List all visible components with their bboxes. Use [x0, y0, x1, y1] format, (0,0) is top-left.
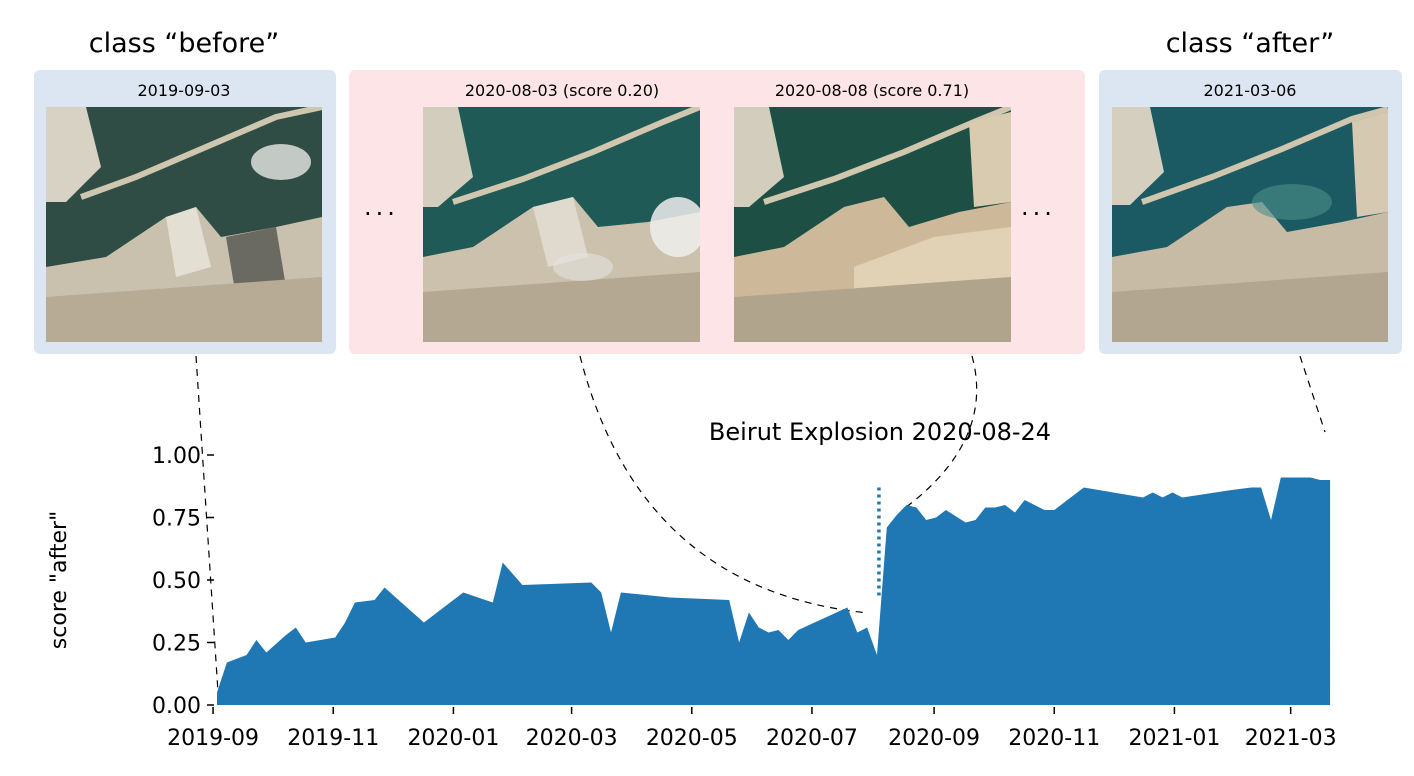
x-tick-label: 2020-09 — [888, 726, 980, 751]
thumbnail-label-after: 2021-03-06 — [1203, 81, 1297, 100]
y-tick-label: 0.50 — [152, 569, 201, 594]
explosion-annotation: Beirut Explosion 2020-08-24 — [709, 418, 1051, 446]
x-tick-label: 2021-01 — [1128, 726, 1220, 751]
connector-line-post-event — [904, 355, 978, 509]
satellite-image-after — [1112, 107, 1388, 342]
ellipsis-right: ... — [1021, 193, 1056, 221]
y-axis-title: score "after" — [47, 511, 72, 649]
connector-lines — [195, 355, 1326, 693]
y-tick-label: 0.00 — [152, 694, 201, 719]
x-tick-label: 2020-05 — [646, 726, 738, 751]
satellite-image-before — [46, 107, 322, 342]
x-tick-label: 2020-03 — [526, 726, 618, 751]
connector-line-pre-event — [579, 355, 869, 614]
connector-line-after — [1299, 355, 1326, 433]
y-tick-label: 1.00 — [152, 444, 201, 469]
thumbnail-label-before: 2019-09-03 — [137, 81, 231, 100]
class-after-title: class “after” — [1165, 28, 1335, 59]
y-tick-label: 0.25 — [152, 632, 201, 657]
ellipsis-left: ... — [364, 193, 399, 221]
connector-line-before — [195, 355, 219, 693]
x-tick-label: 2020-01 — [407, 726, 499, 751]
x-tick-label: 2020-11 — [1008, 726, 1100, 751]
class-before-title: class “before” — [88, 28, 280, 59]
x-tick-label: 2019-11 — [287, 726, 379, 751]
thumbnail-label-post-event: 2020-08-08 (score 0.71) — [774, 81, 970, 100]
y-tick-label: 0.75 — [152, 507, 201, 532]
y-axis: 0.00 0.25 0.50 0.75 1.00 — [152, 444, 214, 719]
score-area — [217, 477, 1331, 705]
thumbnail-label-pre-event: 2020-08-03 (score 0.20) — [464, 81, 660, 100]
x-tick-label: 2019-09 — [167, 726, 259, 751]
x-tick-label: 2020-07 — [766, 726, 858, 751]
x-tick-label: 2021-03 — [1245, 726, 1337, 751]
satellite-image-pre-event — [423, 107, 700, 342]
x-axis: 2019-09 2019-11 2020-01 2020-03 2020-05 2020-… — [167, 707, 1337, 751]
satellite-image-post-event — [734, 107, 1011, 342]
